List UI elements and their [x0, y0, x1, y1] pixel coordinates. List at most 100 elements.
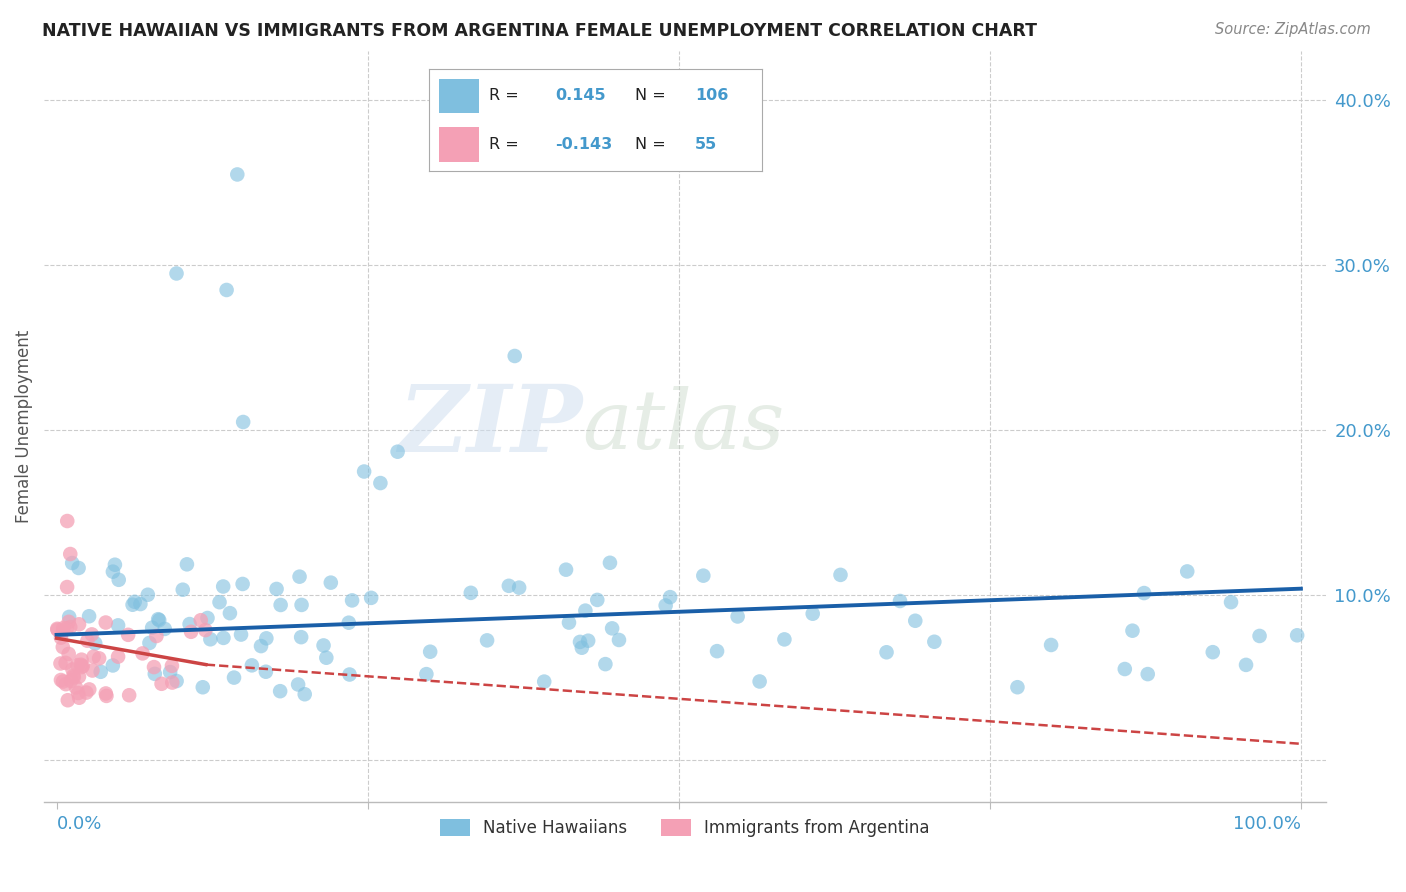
Point: [67, 617, 90, 632]
Point: [136, 588, 159, 602]
Point: [250, 639, 273, 653]
Point: [101, 565, 124, 579]
Point: [94, 615, 117, 630]
Point: [904, 614, 927, 628]
Point: [124, 595, 146, 609]
Point: [58, 610, 80, 624]
Point: [571, 640, 593, 655]
Point: [62, 670, 84, 684]
Point: [49, 657, 72, 671]
Point: [159, 665, 181, 679]
Point: [290, 598, 312, 612]
Point: [924, 634, 946, 648]
Point: [52, 624, 75, 639]
Point: [1114, 662, 1136, 676]
Point: [1007, 680, 1029, 694]
Point: [1286, 628, 1309, 642]
Point: [66, 658, 89, 673]
Point: [75, 685, 97, 699]
Point: [59, 673, 82, 688]
Point: [269, 684, 291, 698]
Point: [460, 586, 482, 600]
Point: [77, 682, 100, 697]
Point: [46, 623, 69, 637]
Point: [508, 581, 530, 595]
Point: [162, 675, 184, 690]
Point: [555, 563, 578, 577]
Point: [153, 622, 176, 636]
Point: [118, 688, 141, 702]
Point: [172, 582, 194, 597]
Point: [319, 575, 342, 590]
Point: [312, 639, 335, 653]
Point: [67, 561, 90, 575]
Point: [67, 670, 90, 684]
Point: [77, 609, 100, 624]
Point: [52, 640, 75, 654]
Point: [1249, 629, 1271, 643]
Point: [1136, 667, 1159, 681]
Point: [600, 621, 623, 635]
Point: [101, 658, 124, 673]
Point: [58, 647, 80, 661]
Point: [58, 615, 80, 629]
Text: Source: ZipAtlas.com: Source: ZipAtlas.com: [1215, 22, 1371, 37]
Point: [107, 618, 129, 632]
Point: [232, 577, 254, 591]
Point: [387, 444, 409, 458]
Point: [290, 630, 312, 644]
Point: [576, 633, 599, 648]
Point: [801, 607, 824, 621]
Point: [121, 598, 143, 612]
Point: [212, 631, 235, 645]
Point: [337, 615, 360, 630]
Point: [143, 666, 166, 681]
Point: [49, 673, 72, 687]
Point: [55, 656, 77, 670]
Point: [56, 693, 79, 707]
Text: atlas: atlas: [582, 386, 785, 467]
Point: [208, 595, 231, 609]
Point: [52, 621, 75, 635]
Point: [773, 632, 796, 647]
Point: [190, 613, 212, 627]
Point: [1175, 565, 1198, 579]
Point: [219, 606, 242, 620]
Point: [266, 582, 288, 596]
Point: [270, 598, 292, 612]
Point: [59, 620, 82, 634]
Point: [1202, 645, 1225, 659]
Point: [229, 627, 252, 641]
Point: [70, 657, 93, 672]
Point: [150, 677, 173, 691]
Point: [294, 687, 316, 701]
Point: [415, 667, 437, 681]
Point: [240, 658, 263, 673]
Point: [654, 599, 676, 613]
Point: [586, 593, 609, 607]
Point: [569, 635, 592, 649]
Point: [56, 514, 79, 528]
Point: [197, 611, 219, 625]
Point: [558, 615, 581, 630]
Point: [62, 669, 84, 683]
Point: [254, 632, 277, 646]
Text: NATIVE HAWAIIAN VS IMMIGRANTS FROM ARGENTINA FEMALE UNEMPLOYMENT CORRELATION CHA: NATIVE HAWAIIAN VS IMMIGRANTS FROM ARGEN…: [42, 22, 1038, 40]
Y-axis label: Female Unemployment: Female Unemployment: [15, 329, 32, 523]
Point: [254, 665, 277, 679]
Point: [706, 644, 728, 658]
Point: [503, 349, 526, 363]
Point: [1121, 624, 1143, 638]
Point: [143, 660, 166, 674]
Point: [692, 568, 714, 582]
Point: [179, 617, 201, 632]
Point: [232, 415, 254, 429]
Point: [104, 558, 127, 572]
Point: [52, 674, 75, 689]
Text: 0.0%: 0.0%: [56, 814, 101, 833]
Point: [138, 636, 160, 650]
Point: [194, 623, 217, 637]
Point: [607, 632, 630, 647]
Point: [222, 671, 245, 685]
Point: [1234, 657, 1257, 672]
